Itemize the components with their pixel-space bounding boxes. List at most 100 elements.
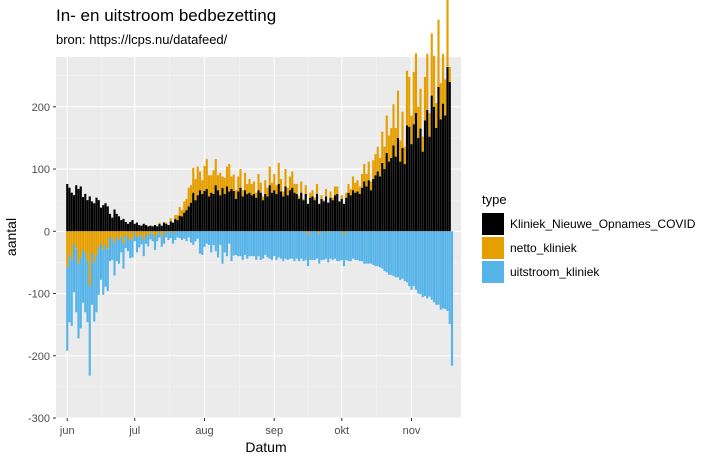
bar-uitstroom_kliniek xyxy=(183,231,186,239)
bar-Kliniek_Nieuwe_Opnames_COVID xyxy=(239,187,242,232)
bar-Kliniek_Nieuwe_Opnames_COVID xyxy=(106,206,109,232)
bar-uitstroom_kliniek xyxy=(288,231,292,259)
legend-label-opnames: Kliniek_Nieuwe_Opnames_COVID xyxy=(510,217,696,231)
bar-netto_kliniek xyxy=(378,157,382,177)
bar-Kliniek_Nieuwe_Opnames_COVID xyxy=(207,196,211,232)
bar-netto_kliniek xyxy=(297,196,301,199)
bar-uitstroom_kliniek xyxy=(387,231,391,275)
bar-netto_kliniek xyxy=(66,231,69,268)
bar-Kliniek_Nieuwe_Opnames_COVID xyxy=(120,220,123,232)
bar-Kliniek_Nieuwe_Opnames_COVID xyxy=(311,196,314,232)
bar-Kliniek_Nieuwe_Opnames_COVID xyxy=(158,223,161,232)
bar-Kliniek_Nieuwe_Opnames_COVID xyxy=(304,193,307,232)
bar-Kliniek_Nieuwe_Opnames_COVID xyxy=(99,207,103,232)
bar-uitstroom_kliniek xyxy=(248,231,251,257)
bar-uitstroom_kliniek xyxy=(318,233,321,264)
bar-uitstroom_kliniek xyxy=(430,231,433,300)
bar-netto_kliniek xyxy=(390,127,393,158)
bar-uitstroom_kliniek xyxy=(117,239,121,264)
bar-Kliniek_Nieuwe_Opnames_COVID xyxy=(297,198,301,232)
bar-uitstroom_kliniek xyxy=(228,231,231,244)
bar-uitstroom_kliniek xyxy=(138,236,141,248)
bar-uitstroom_kliniek xyxy=(342,235,346,267)
bar-netto_kliniek xyxy=(198,171,202,191)
bar-netto_kliniek xyxy=(234,190,238,199)
bar-netto_kliniek xyxy=(70,231,73,260)
bar-Kliniek_Nieuwe_Opnames_COVID xyxy=(428,136,431,232)
y-tick-label: 200 xyxy=(32,102,50,114)
bar-Kliniek_Nieuwe_Opnames_COVID xyxy=(205,188,208,232)
bar-uitstroom_kliniek xyxy=(90,253,94,305)
bar-uitstroom_kliniek xyxy=(88,286,91,376)
bar-Kliniek_Nieuwe_Opnames_COVID xyxy=(88,196,91,232)
bar-netto_kliniek xyxy=(255,192,258,198)
bar-netto_kliniek xyxy=(120,231,123,237)
bar-uitstroom_kliniek xyxy=(315,231,319,259)
bar-uitstroom_kliniek xyxy=(210,231,213,253)
bar-Kliniek_Nieuwe_Opnames_COVID xyxy=(261,200,265,232)
bar-netto_kliniek xyxy=(268,166,271,186)
bar-Kliniek_Nieuwe_Opnames_COVID xyxy=(129,221,132,232)
x-tick-label: nov xyxy=(403,425,421,437)
bar-netto_kliniek xyxy=(356,180,359,192)
bar-netto_kliniek xyxy=(394,127,397,157)
bar-uitstroom_kliniek xyxy=(322,231,325,260)
bar-netto_kliniek xyxy=(113,231,116,243)
bar-uitstroom_kliniek xyxy=(160,236,163,247)
bar-uitstroom_kliniek xyxy=(230,231,233,262)
bar-uitstroom_kliniek xyxy=(111,238,114,260)
bar-uitstroom_kliniek xyxy=(147,236,150,247)
bar-netto_kliniek xyxy=(381,131,384,163)
bar-Kliniek_Nieuwe_Opnames_COVID xyxy=(79,186,82,232)
bar-Kliniek_Nieuwe_Opnames_COVID xyxy=(356,191,359,232)
bar-netto_kliniek xyxy=(349,188,352,196)
bar-Kliniek_Nieuwe_Opnames_COVID xyxy=(327,202,330,232)
bar-Kliniek_Nieuwe_Opnames_COVID xyxy=(90,201,94,232)
bar-Kliniek_Nieuwe_Opnames_COVID xyxy=(448,81,451,232)
bar-Kliniek_Nieuwe_Opnames_COVID xyxy=(140,225,143,232)
bar-uitstroom_kliniek xyxy=(113,242,116,276)
bar-netto_kliniek xyxy=(156,231,159,234)
bar-Kliniek_Nieuwe_Opnames_COVID xyxy=(133,223,136,232)
y-axis-label: aantal xyxy=(3,218,19,256)
bar-netto_kliniek xyxy=(189,185,193,203)
bar-netto_kliniek xyxy=(385,115,388,153)
bar-uitstroom_kliniek xyxy=(360,231,364,262)
bar-netto_kliniek xyxy=(441,53,445,104)
bar-netto_kliniek xyxy=(167,231,170,233)
bar-netto_kliniek xyxy=(216,175,220,191)
bar-uitstroom_kliniek xyxy=(414,231,418,290)
bar-uitstroom_kliniek xyxy=(99,243,103,280)
bar-uitstroom_kliniek xyxy=(358,231,361,262)
bar-uitstroom_kliniek xyxy=(81,249,85,303)
bar-uitstroom_kliniek xyxy=(264,231,267,255)
bar-Kliniek_Nieuwe_Opnames_COVID xyxy=(113,209,116,232)
bar-netto_kliniek xyxy=(108,231,112,238)
bar-uitstroom_kliniek xyxy=(237,231,240,257)
bar-uitstroom_kliniek xyxy=(104,244,107,287)
bar-Kliniek_Nieuwe_Opnames_COVID xyxy=(169,221,172,232)
bar-uitstroom_kliniek xyxy=(448,231,451,325)
bar-uitstroom_kliniek xyxy=(255,231,258,260)
bar-Kliniek_Nieuwe_Opnames_COVID xyxy=(309,197,312,232)
bar-uitstroom_kliniek xyxy=(385,231,388,273)
bar-Kliniek_Nieuwe_Opnames_COVID xyxy=(124,221,127,232)
bar-uitstroom_kliniek xyxy=(363,231,366,264)
bar-netto_kliniek xyxy=(300,181,303,193)
bar-Kliniek_Nieuwe_Opnames_COVID xyxy=(399,161,402,232)
bar-netto_kliniek xyxy=(149,231,152,233)
bar-Kliniek_Nieuwe_Opnames_COVID xyxy=(266,196,269,232)
bar-Kliniek_Nieuwe_Opnames_COVID xyxy=(187,206,190,232)
bar-uitstroom_kliniek xyxy=(356,231,359,260)
x-tick-label: sep xyxy=(265,425,283,437)
bar-uitstroom_kliniek xyxy=(203,231,206,247)
bar-netto_kliniek xyxy=(135,231,139,238)
bar-netto_kliniek xyxy=(140,231,143,236)
bar-Kliniek_Nieuwe_Opnames_COVID xyxy=(255,197,258,232)
bar-Kliniek_Nieuwe_Opnames_COVID xyxy=(394,156,397,232)
bar-uitstroom_kliniek xyxy=(198,231,202,254)
bar-netto_kliniek xyxy=(192,167,195,193)
bar-uitstroom_kliniek xyxy=(439,231,442,310)
bar-uitstroom_kliniek xyxy=(297,231,301,262)
bar-Kliniek_Nieuwe_Opnames_COVID xyxy=(444,115,447,232)
